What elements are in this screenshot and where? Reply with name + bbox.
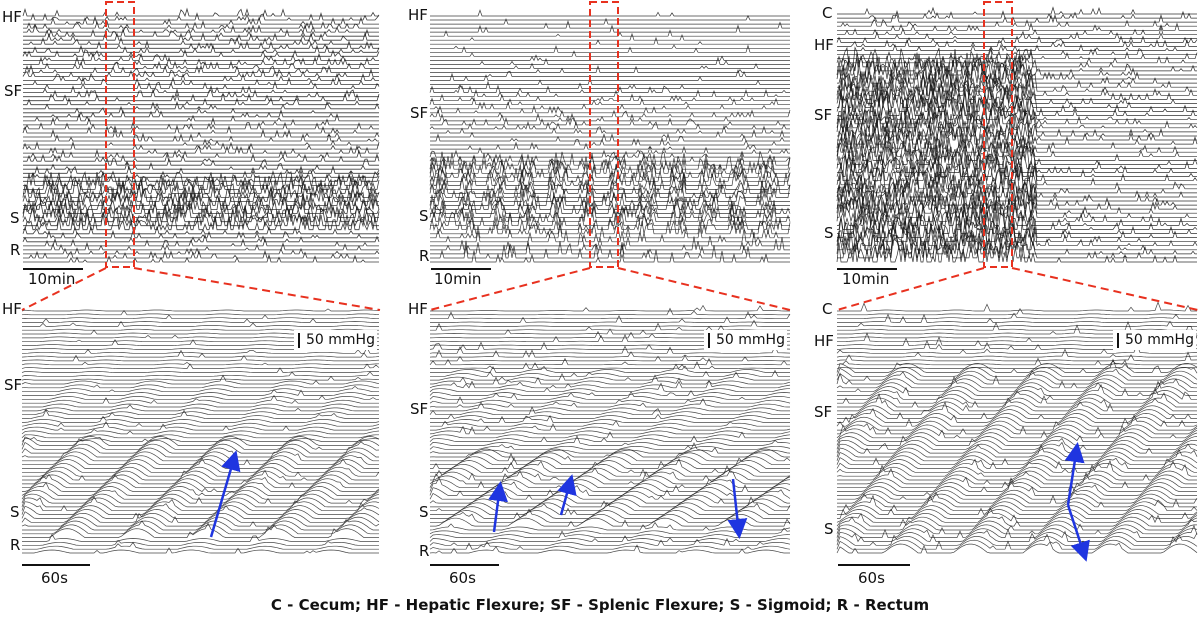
pressure-scale-label: 50 mmHg <box>716 332 785 348</box>
trace-plot <box>429 304 791 554</box>
time-scale-label: 10min <box>434 270 482 288</box>
detail-panel-2: HF SF S R 50 mmHg 60s <box>400 290 800 590</box>
pressure-scale-bar: 50 mmHg <box>294 330 377 350</box>
segment-label-sf: SF <box>814 403 833 421</box>
segment-label-s: S <box>824 520 834 538</box>
overview-panel-1: HF SF S R 10min <box>0 0 400 290</box>
overview-panel-3: C HF SF S 10min <box>800 0 1200 290</box>
time-scale-bar <box>22 564 90 566</box>
segment-label-hf: HF <box>2 300 22 318</box>
segment-label-r: R <box>10 536 21 554</box>
detail-panel-1: HF SF S R 50 mmHg 60s <box>0 290 400 590</box>
pressure-scale-tick <box>298 332 300 348</box>
segment-label-s: S <box>419 207 429 225</box>
segment-label-hf: HF <box>814 36 834 54</box>
pressure-scale-tick <box>708 332 710 348</box>
detail-panel-3: C HF SF S 50 mmHg 60s <box>800 290 1200 590</box>
segment-label-sf: SF <box>410 104 429 122</box>
pressure-scale-bar: 50 mmHg <box>704 330 787 350</box>
figure-caption: C - Cecum; HF - Hepatic Flexure; SF - Sp… <box>270 596 930 614</box>
segment-label-sf: SF <box>4 376 23 394</box>
segment-label-sf: SF <box>4 82 23 100</box>
segment-label-c: C <box>822 300 833 318</box>
trace-plot <box>836 6 1198 263</box>
segment-label-hf: HF <box>814 332 834 350</box>
segment-label-r: R <box>419 542 430 560</box>
overview-panel-2: HF SF S R 10min <box>400 0 800 290</box>
segment-label-s: S <box>10 209 20 227</box>
segment-label-r: R <box>419 247 430 265</box>
pressure-scale-label: 50 mmHg <box>1125 332 1194 348</box>
pressure-scale-tick <box>1117 332 1119 348</box>
pressure-scale-label: 50 mmHg <box>306 332 375 348</box>
segment-label-hf: HF <box>2 8 22 26</box>
trace-plot <box>429 9 791 264</box>
pressure-scale-bar: 50 mmHg <box>1113 330 1196 350</box>
time-scale-label: 60s <box>449 569 476 587</box>
time-scale-label: 60s <box>858 569 885 587</box>
time-scale-label: 10min <box>842 270 890 288</box>
segment-label-s: S <box>419 503 429 521</box>
time-scale-label: 10min <box>28 270 76 288</box>
segment-label-hf: HF <box>408 6 428 24</box>
time-scale-bar <box>430 564 499 566</box>
segment-label-hf: HF <box>408 300 428 318</box>
time-scale-bar <box>838 564 910 566</box>
trace-plot <box>21 308 380 554</box>
time-scale-label: 60s <box>41 569 68 587</box>
segment-label-r: R <box>10 241 21 259</box>
trace-plot <box>22 7 380 263</box>
segment-label-s: S <box>10 503 20 521</box>
segment-label-c: C <box>822 4 833 22</box>
segment-label-s: S <box>824 224 834 242</box>
segment-label-sf: SF <box>410 400 429 418</box>
segment-label-sf: SF <box>814 106 833 124</box>
